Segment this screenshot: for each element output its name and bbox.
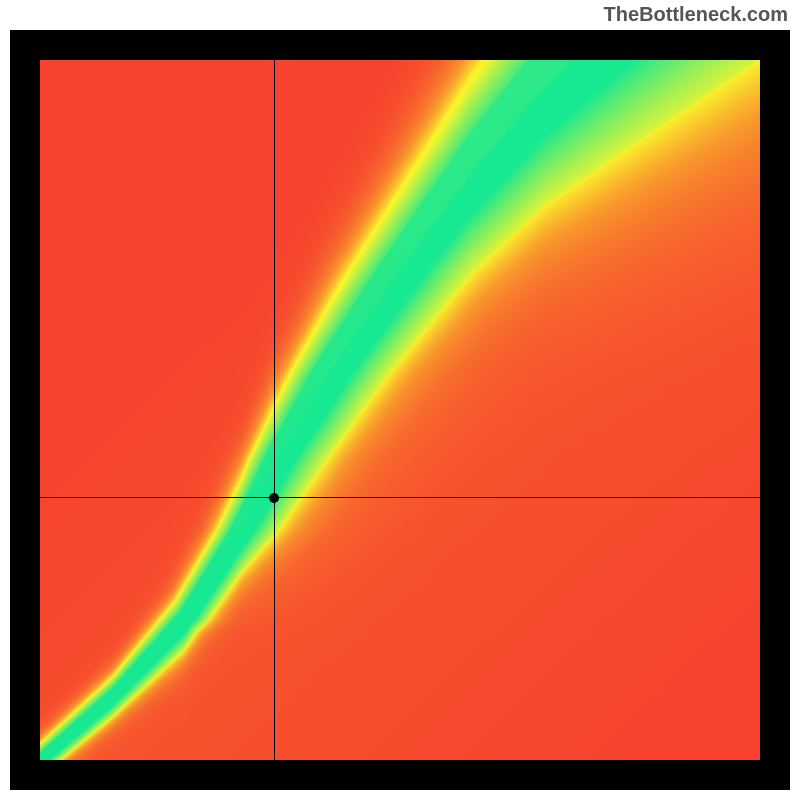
watermark-text: TheBottleneck.com bbox=[604, 4, 788, 27]
crosshair-horizontal bbox=[40, 497, 760, 498]
crosshair-marker bbox=[269, 493, 279, 503]
chart-container: TheBottleneck.com bbox=[0, 0, 800, 800]
heatmap-canvas bbox=[40, 60, 760, 760]
crosshair-vertical bbox=[274, 60, 275, 760]
